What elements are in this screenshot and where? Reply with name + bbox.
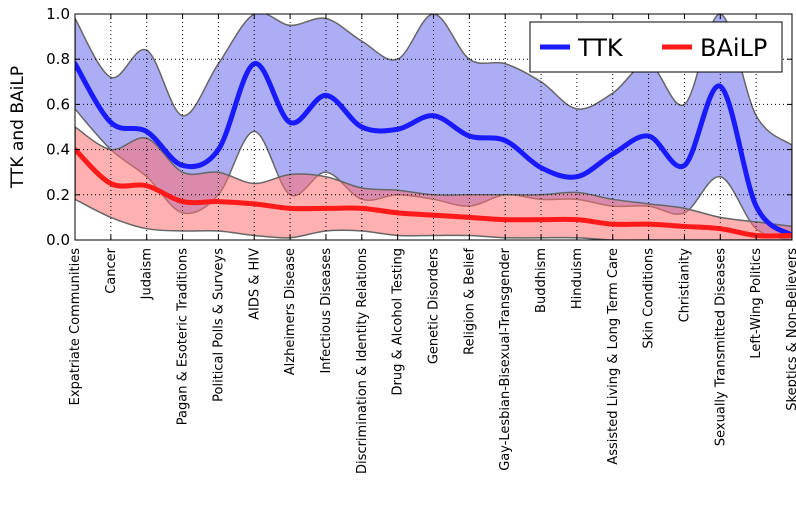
x-tick-label: Expatriate Communities: [68, 248, 83, 406]
y-tick-label: 0.6: [46, 95, 70, 113]
x-tick-label: Assisted Living & Long Term Care: [606, 248, 621, 465]
x-axis-ticks: Expatriate Communities Cancer Judaism Pagan…: [68, 14, 796, 474]
x-tick-label: Left-Wing Politics: [749, 248, 764, 359]
series-line-ttk: [75, 61, 792, 238]
y-tick-label: 0.8: [46, 50, 70, 68]
legend-box: [529, 21, 783, 73]
x-tick-label: Buddhism: [534, 248, 549, 313]
y-tick-label: 0.2: [46, 186, 70, 204]
x-tick-label: Alzheimers Disease: [283, 248, 298, 375]
x-tick-label: Infectious Diseases: [319, 248, 334, 374]
x-tick-label: Judaism: [140, 248, 155, 300]
x-tick-label: Sexually Transmitted Diseases: [713, 248, 728, 446]
legend-label-bailp: BAiLP: [700, 34, 767, 62]
y-tick-label: 0.0: [46, 231, 70, 249]
x-tick-label: Hinduism: [570, 248, 585, 309]
legend-label-ttk: TTK: [577, 34, 624, 62]
x-tick-label: Political Polls & Surveys: [211, 248, 226, 402]
x-tick-label: Skin Conditions: [642, 248, 657, 349]
series-lines: [75, 61, 792, 239]
y-axis-ticks: 0.0 0.2 0.4 0.6 0.8 1.0: [46, 5, 792, 249]
x-tick-label: Discrimination & Identity Relations: [355, 248, 370, 474]
y-axis-label: TTK and BAiLP: [8, 66, 28, 189]
x-tick-label: Genetic Disorders: [427, 248, 442, 364]
x-tick-label: Pagan & Esoteric Traditions: [176, 248, 191, 425]
x-tick-label: Christianity: [677, 248, 692, 323]
legend: TTK BAiLP: [529, 21, 783, 73]
x-tick-label: Skeptics & Non-Believers: [785, 248, 796, 411]
x-tick-label: Drug & Alcohol Testing: [391, 248, 406, 396]
x-tick-label: Cancer: [104, 247, 119, 293]
y-tick-label: 1.0: [46, 5, 70, 23]
x-tick-label: Gay-Lesbian-Bisexual-Transgender: [498, 247, 513, 470]
x-tick-label: Religion & Belief: [462, 248, 477, 355]
band-bailp: [75, 126, 792, 240]
series-line-bailp: [75, 147, 792, 239]
x-tick-label: AIDS & HIV: [247, 248, 262, 320]
y-tick-label: 0.4: [46, 141, 70, 159]
